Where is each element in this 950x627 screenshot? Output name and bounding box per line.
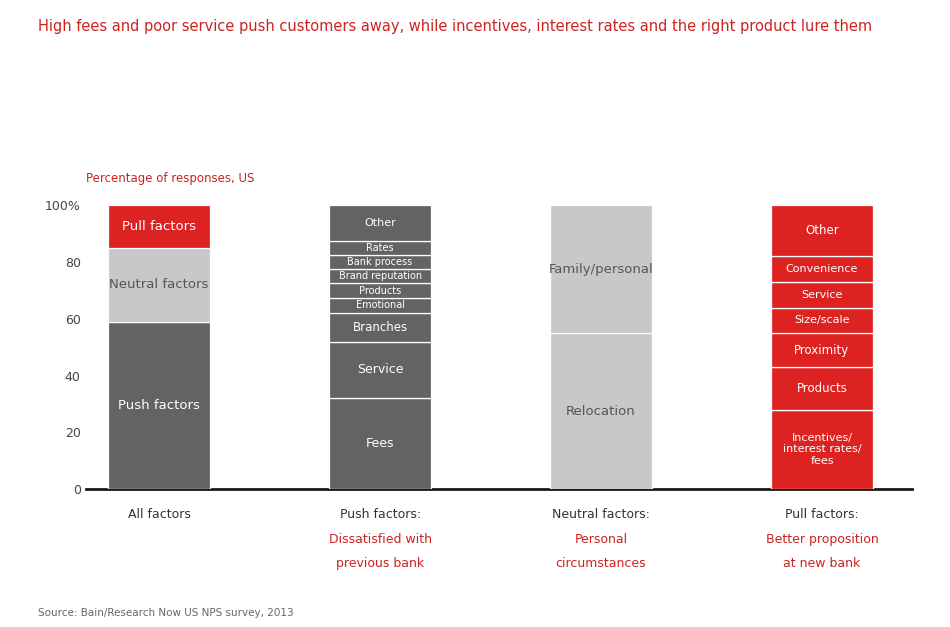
Bar	[550, 206, 652, 333]
Text: Rates: Rates	[367, 243, 394, 253]
Text: Neutral factors:: Neutral factors:	[552, 508, 650, 521]
Text: Push factors:: Push factors:	[339, 508, 421, 521]
Text: Bank process: Bank process	[348, 257, 412, 267]
Bar	[771, 367, 873, 409]
Bar	[330, 206, 431, 241]
Bar	[330, 298, 431, 314]
Text: previous bank: previous bank	[336, 557, 424, 570]
Bar	[771, 307, 873, 333]
Text: circumstances: circumstances	[556, 557, 646, 570]
Text: Pull factors:: Pull factors:	[785, 508, 859, 521]
Text: Products: Products	[359, 285, 401, 295]
Text: Branches: Branches	[352, 321, 408, 334]
Text: Personal: Personal	[575, 533, 628, 546]
Text: Push factors: Push factors	[118, 399, 200, 412]
Text: Incentives/
interest rates/
fees: Incentives/ interest rates/ fees	[783, 433, 862, 466]
Text: High fees and poor service push customers away, while incentives, interest rates: High fees and poor service push customer…	[38, 19, 872, 34]
Bar	[550, 333, 652, 489]
Bar	[108, 322, 210, 489]
Text: Convenience: Convenience	[786, 264, 858, 274]
Bar	[771, 333, 873, 367]
Bar	[330, 342, 431, 398]
Text: Other: Other	[364, 218, 396, 228]
Bar	[330, 241, 431, 255]
Text: Other: Other	[805, 224, 839, 238]
Bar	[108, 248, 210, 322]
Text: Family/personal: Family/personal	[549, 263, 654, 276]
Bar	[330, 269, 431, 283]
Text: Neutral factors: Neutral factors	[109, 278, 209, 292]
Bar	[330, 398, 431, 489]
Bar	[108, 206, 210, 248]
Text: Better proposition: Better proposition	[766, 533, 879, 546]
Bar	[330, 283, 431, 298]
Text: Service: Service	[357, 364, 404, 376]
Text: Service: Service	[801, 290, 843, 300]
Text: “Why did you switch from your previous primary bank?”: “Why did you switch from your previous p…	[288, 149, 662, 162]
Text: Relocation: Relocation	[566, 404, 636, 418]
Text: All factors: All factors	[127, 508, 191, 521]
Bar	[330, 314, 431, 342]
Text: Pull factors: Pull factors	[123, 220, 196, 233]
Bar	[771, 409, 873, 489]
Text: Products: Products	[796, 382, 847, 395]
Bar	[771, 282, 873, 307]
Bar	[771, 256, 873, 282]
Text: Size/scale: Size/scale	[794, 315, 849, 325]
Text: Source: Bain/Research Now US NPS survey, 2013: Source: Bain/Research Now US NPS survey,…	[38, 608, 294, 618]
Text: at new bank: at new bank	[784, 557, 861, 570]
Text: Proximity: Proximity	[794, 344, 849, 357]
Text: Percentage of responses, US: Percentage of responses, US	[86, 172, 254, 185]
Bar	[771, 206, 873, 256]
Text: Emotional: Emotional	[355, 300, 405, 310]
Bar	[330, 255, 431, 269]
Text: Brand reputation: Brand reputation	[338, 271, 422, 282]
Text: Fees: Fees	[366, 437, 394, 450]
Text: Dissatisfied with: Dissatisfied with	[329, 533, 431, 546]
